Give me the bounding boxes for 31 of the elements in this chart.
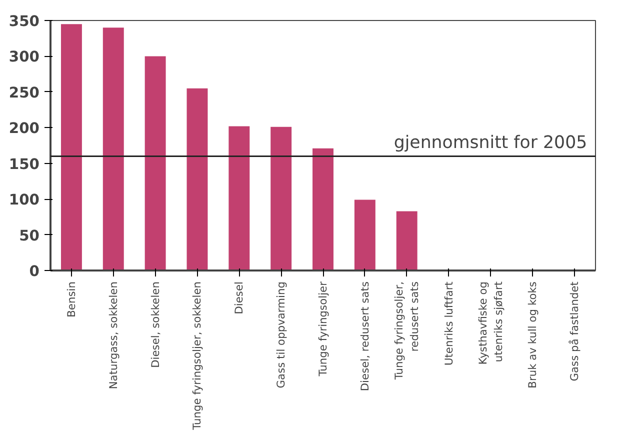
- x-tick-label: Kysthavfiske og utenriks sjøfart: [476, 281, 505, 365]
- x-tick-label: Diesel, redusert sats: [358, 281, 372, 392]
- bar: [270, 126, 292, 270]
- x-tick-label: Tunge fyringsoljer: [316, 280, 330, 378]
- x-tick-label: Gass på fastlandet: [568, 281, 582, 382]
- x-tick-label: Gass til oppvarming: [274, 282, 288, 388]
- x-tick-label: Tunge fyringsoljer, sokkelen: [190, 281, 204, 431]
- bar: [354, 200, 376, 270]
- y-tick-label: 100: [8, 192, 40, 209]
- ref-line-label: gjennomsnitt for 2005: [394, 133, 588, 154]
- x-tick-label: Diesel: [232, 281, 246, 314]
- bar: [396, 211, 418, 270]
- bar: [102, 28, 124, 270]
- y-tick-label: 350: [8, 13, 40, 30]
- y-tick-label: 150: [8, 156, 40, 173]
- x-tick-label: Bruk av kull og koks: [526, 281, 540, 388]
- x-tick-label: Utenriks luftfart: [442, 281, 456, 366]
- bar: [60, 24, 82, 270]
- x-tick-label: Diesel, sokkelen: [148, 281, 162, 368]
- y-tick-label: 50: [19, 227, 40, 244]
- y-tick-label: 250: [8, 84, 40, 102]
- y-tick-label: 300: [8, 48, 40, 66]
- y-tick-label: 200: [8, 120, 40, 138]
- bar: [144, 56, 166, 270]
- bar: [312, 148, 334, 270]
- bar: [228, 126, 250, 270]
- y-tick-label: 0: [29, 263, 40, 280]
- bar: [186, 88, 208, 270]
- x-tick-label: Bensin: [64, 281, 78, 318]
- x-tick-label: Naturgass, sokkelen: [106, 281, 120, 390]
- x-tick-label: Tunge fyringsoljer, redusert sats: [392, 281, 422, 381]
